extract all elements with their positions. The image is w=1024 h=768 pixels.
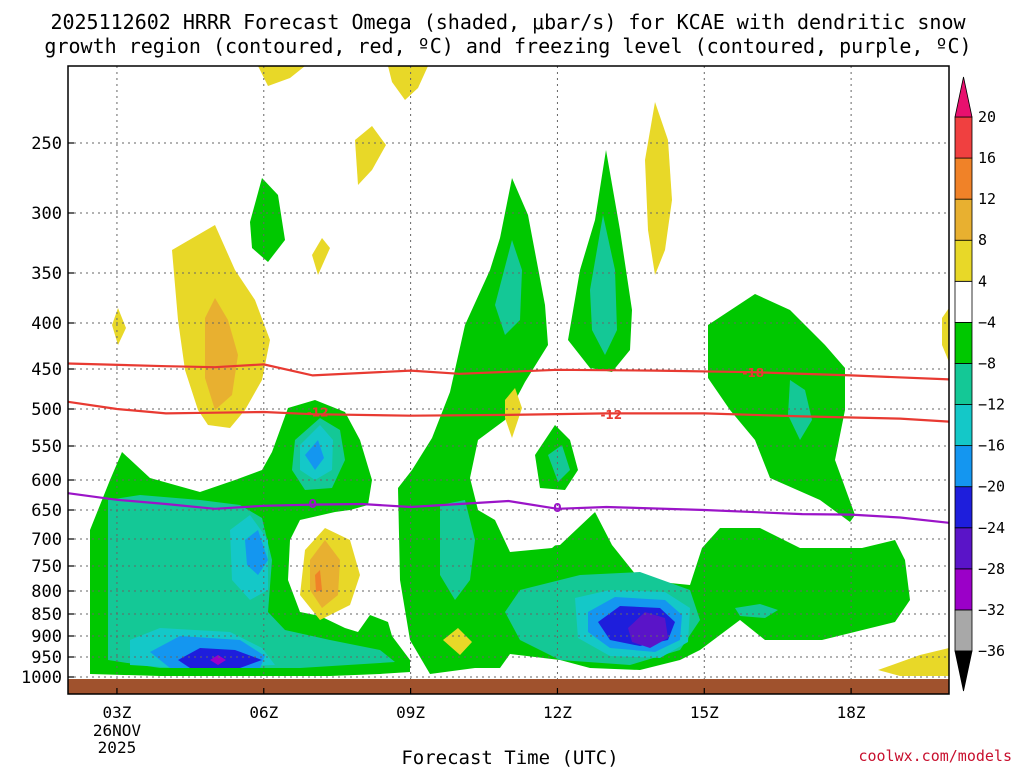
omega-region-yellow-low-right [878, 648, 949, 676]
contour-label-4: 0 [553, 501, 561, 515]
colorbar-bin-11 [954, 198, 973, 241]
x-axis-label: Forecast Time (UTC) [401, 747, 618, 768]
colorbar-label-12: −32 [978, 601, 1005, 619]
colorbar-bin-6 [954, 404, 973, 447]
colorbar-label-6: −8 [978, 354, 996, 372]
omega-region-red-07z [315, 570, 322, 592]
plot-frame [67, 65, 950, 695]
omega-region-green-upper-06z [250, 178, 285, 262]
omega-region-yellow-0630z [312, 238, 330, 275]
colorbar-bin-12 [954, 157, 973, 200]
colorbar-bin-9 [954, 280, 973, 323]
chart-title-line-1: 2025112602 HRRR Forecast Omega (shaded, … [50, 10, 966, 34]
colorbar-bin-13 [954, 116, 973, 159]
colorbar-label-11: −28 [978, 560, 1005, 578]
y-tick-label-650: 650 [31, 501, 62, 521]
y-tick-label-1000: 1000 [21, 668, 62, 688]
colorbar-label-0: 20 [978, 108, 996, 126]
x-tick-label-03Z: 03Z [102, 703, 131, 722]
x-tick-sublabel-0: 26NOV [93, 721, 142, 740]
omega-region-yellow-top-1 [258, 66, 305, 86]
ground-surface [68, 679, 949, 694]
colorbar-label-13: −36 [978, 642, 1005, 660]
y-tick-label-250: 250 [31, 134, 62, 154]
contour-label-2: -12 [600, 408, 622, 422]
grid-lines [68, 66, 949, 694]
colorbar-label-9: −20 [978, 478, 1005, 496]
colorbar-bin-7 [954, 363, 973, 405]
contour-dendritic-bottom [67, 400, 950, 423]
omega-region-teal-10z [440, 500, 475, 600]
omega-region-blue-05z [245, 530, 268, 575]
colorbar-label-3: 8 [978, 231, 987, 249]
colorbar-bin-4 [954, 486, 973, 529]
colorbar-label-2: 12 [978, 190, 996, 208]
omega-region-purple-14z [628, 612, 668, 648]
colorbar-label-10: −24 [978, 519, 1005, 537]
contour-label-3: 0 [309, 497, 317, 511]
contour-lines: -18 -12 -12 0 0 [67, 362, 950, 524]
omega-region-yellow-top-2 [388, 66, 428, 100]
omega-region-yellow-0530z [355, 126, 386, 185]
colorbar-bin-8 [954, 321, 973, 364]
colorbar-label-5: −4 [978, 313, 996, 331]
colorbar-bin-10 [954, 239, 973, 282]
y-tick-label-900: 900 [31, 627, 62, 647]
omega-region-teal-11z-upper [495, 240, 522, 335]
colorbar-label-7: −12 [978, 396, 1005, 414]
contour-label-1: -12 [307, 406, 329, 420]
omega-shading [90, 66, 949, 676]
y-axis-ticks: 2503003504004505005506006507007508008509… [21, 134, 74, 688]
contour-dendritic-top [67, 362, 950, 381]
y-tick-label-400: 400 [31, 314, 62, 334]
colorbar: 20 16 12 8 4 −4 −8 −12 −16 −20 −24 −28 −32 −36 [954, 76, 1005, 692]
y-tick-label-950: 950 [31, 648, 62, 668]
y-tick-label-750: 750 [31, 557, 62, 577]
y-tick-label-700: 700 [31, 530, 62, 550]
colorbar-bin-5 [954, 445, 973, 488]
omega-region-yellow-15z-upper [645, 102, 672, 275]
y-tick-label-500: 500 [31, 400, 62, 420]
omega-region-yellow-edge-right [942, 308, 949, 362]
colorbar-label-1: 16 [978, 149, 996, 167]
omega-region-teal-12z-blob [548, 445, 570, 482]
colorbar-arrow-low [954, 650, 973, 692]
contour-freezing-level [67, 492, 950, 524]
y-tick-label-800: 800 [31, 582, 62, 602]
x-tick-label-06Z: 06Z [249, 703, 278, 722]
omega-region-orange-04z [205, 298, 238, 410]
colorbar-label-4: 4 [978, 272, 987, 290]
colorbar-bin-2 [954, 568, 973, 611]
y-tick-label-350: 350 [31, 264, 62, 284]
y-tick-label-850: 850 [31, 605, 62, 625]
y-tick-label-600: 600 [31, 471, 62, 491]
colorbar-bin-3 [954, 527, 973, 570]
omega-region-teal-13z-upper [590, 215, 617, 355]
x-tick-sublabel-1: 2025 [98, 738, 137, 757]
omega-region-teal-17z [788, 380, 812, 440]
colorbar-label-8: −16 [978, 437, 1005, 455]
colorbar-bin-1 [954, 609, 973, 652]
site-credit: coolwx.com/models [858, 747, 1012, 765]
x-tick-label-12Z: 12Z [543, 703, 572, 722]
y-tick-label-550: 550 [31, 437, 62, 457]
chart-title-line-2: growth region (contoured, red, ºC) and f… [44, 34, 971, 58]
omega-region-teal-16z-low [735, 604, 778, 618]
x-tick-label-18Z: 18Z [837, 703, 866, 722]
y-tick-label-300: 300 [31, 204, 62, 224]
x-tick-label-15Z: 15Z [690, 703, 719, 722]
omega-region-yellow-0330z [112, 308, 126, 345]
omega-region-yellow-1030z [505, 388, 522, 438]
omega-region-yellow-0945z [443, 628, 472, 655]
omega-region-green-mid [398, 178, 910, 674]
x-tick-label-09Z: 09Z [396, 703, 425, 722]
y-tick-label-450: 450 [31, 360, 62, 380]
colorbar-arrow-high [954, 76, 973, 118]
omega-region-green-17z [708, 294, 855, 522]
contour-label-0: -18 [742, 366, 764, 380]
omega-region-blue-07z [305, 440, 324, 470]
